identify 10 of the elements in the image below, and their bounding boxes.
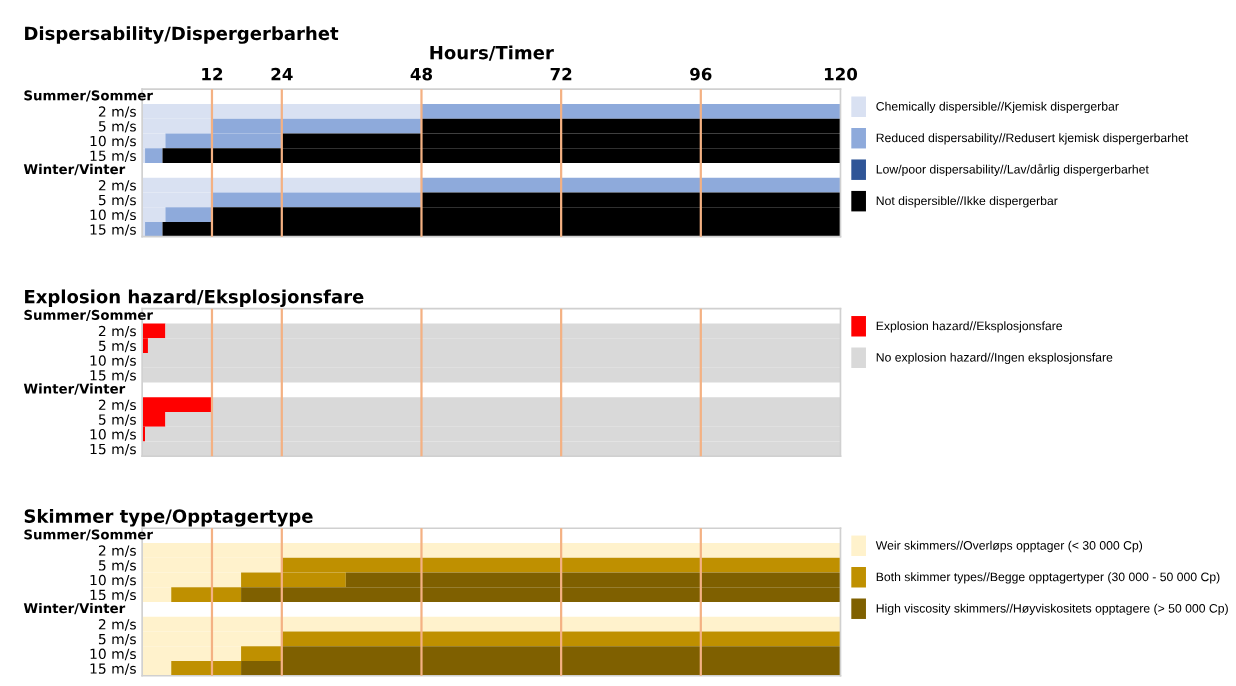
- x-tick-label: 24: [271, 67, 293, 81]
- chart-title: Dispersability/Dispergerbarhet: [25, 26, 339, 44]
- x-tick-label: 48: [410, 67, 433, 81]
- chart-title: Explosion hazard/Eksplosjonsfare: [25, 289, 364, 308]
- x-axis-title: Hours/Timer: [430, 45, 554, 61]
- x-tick-label: 96: [690, 67, 712, 81]
- x-tick-label: 120: [824, 67, 858, 81]
- chart-title: Skimmer type/Opptagertype: [24, 508, 313, 527]
- x-tick-label: 72: [550, 67, 572, 81]
- x-tick-label: 12: [202, 67, 223, 81]
